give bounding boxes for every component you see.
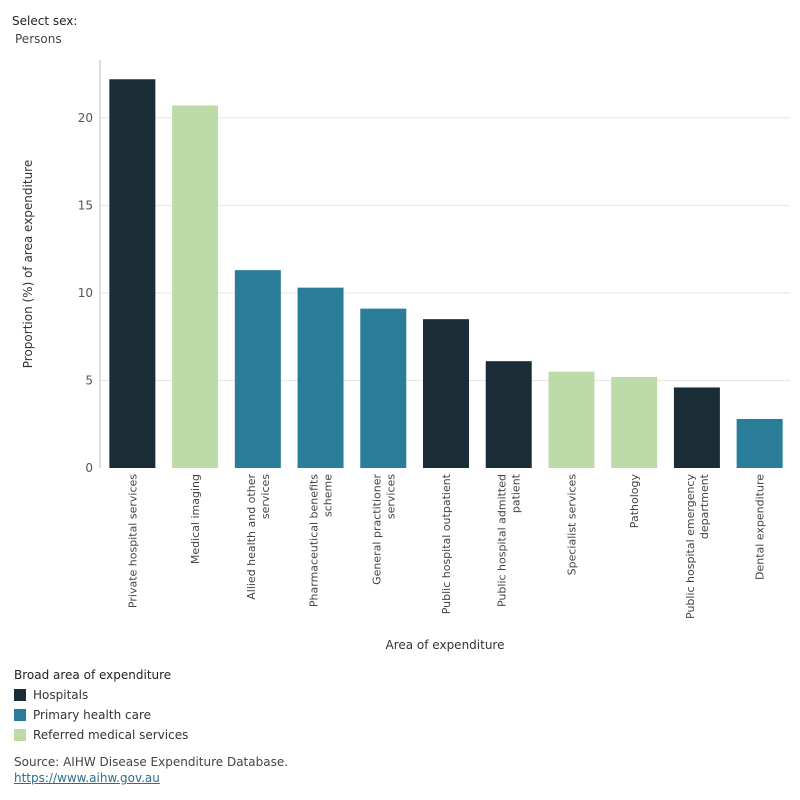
x-tick-label: Public hospital admittedpatient bbox=[496, 473, 523, 607]
legend-swatch-referred-medical-services bbox=[14, 729, 26, 741]
bar[interactable] bbox=[485, 361, 532, 468]
bar[interactable] bbox=[297, 287, 344, 468]
x-tick-label: Pharmaceutical benefitsscheme bbox=[308, 474, 335, 607]
legend-item-primary-health-care[interactable]: Primary health care bbox=[14, 705, 188, 725]
y-axis-title: Proportion (%) of area expenditure bbox=[21, 160, 35, 368]
x-tick-label: Public hospital outpatient bbox=[440, 473, 453, 614]
legend-swatch-hospitals bbox=[14, 689, 26, 701]
source-text: Source: AIHW Disease Expenditure Databas… bbox=[14, 755, 289, 769]
bar[interactable] bbox=[548, 371, 595, 468]
bar[interactable] bbox=[423, 319, 469, 468]
x-tick-label: Dental expenditure bbox=[754, 474, 767, 580]
legend-item-referred-medical-services[interactable]: Referred medical services bbox=[14, 725, 188, 745]
bar[interactable] bbox=[736, 418, 783, 468]
bar[interactable] bbox=[673, 387, 720, 468]
x-axis-title: Area of expenditure bbox=[385, 638, 504, 652]
filter-select[interactable]: Persons bbox=[15, 32, 62, 46]
x-tick-label: Specialist services bbox=[565, 474, 578, 576]
legend-label: Hospitals bbox=[33, 688, 89, 702]
x-tick-label: Medical imaging bbox=[189, 474, 202, 564]
legend-item-hospitals[interactable]: Hospitals bbox=[14, 685, 188, 705]
legend-title: Broad area of expenditure bbox=[14, 668, 172, 682]
legend-swatch-primary-health-care bbox=[14, 709, 26, 721]
source-link[interactable]: https://www.aihw.gov.au bbox=[14, 771, 160, 785]
x-tick-label: Pathology bbox=[628, 474, 641, 529]
legend: Broad area of expenditure Hospitals Prim… bbox=[14, 668, 188, 745]
y-tick-label: 5 bbox=[85, 373, 93, 387]
x-tick-label: General practitionerservices bbox=[370, 474, 397, 585]
source-note: Source: AIHW Disease Expenditure Databas… bbox=[14, 754, 288, 786]
x-tick-label: Allied health and otherservices bbox=[245, 474, 272, 600]
legend-label: Primary health care bbox=[33, 708, 151, 722]
bar[interactable] bbox=[234, 270, 281, 468]
bar[interactable] bbox=[360, 308, 407, 468]
legend-label: Referred medical services bbox=[33, 728, 189, 742]
x-tick-label: Private hospital services bbox=[126, 474, 139, 608]
x-tick-label: Public hospital emergencydepartment bbox=[684, 473, 711, 619]
bar[interactable] bbox=[109, 79, 156, 468]
bar-chart: 0 5 10 15 20 Private hospital services Medical… bbox=[21, 60, 790, 652]
y-tick-label: 10 bbox=[78, 286, 93, 300]
y-tick-label: 20 bbox=[78, 111, 93, 125]
bar[interactable] bbox=[172, 105, 219, 469]
y-tick-label: 15 bbox=[78, 198, 93, 212]
bar[interactable] bbox=[611, 376, 658, 468]
y-tick-label: 0 bbox=[85, 461, 93, 475]
filter-label: Select sex: bbox=[12, 14, 78, 28]
